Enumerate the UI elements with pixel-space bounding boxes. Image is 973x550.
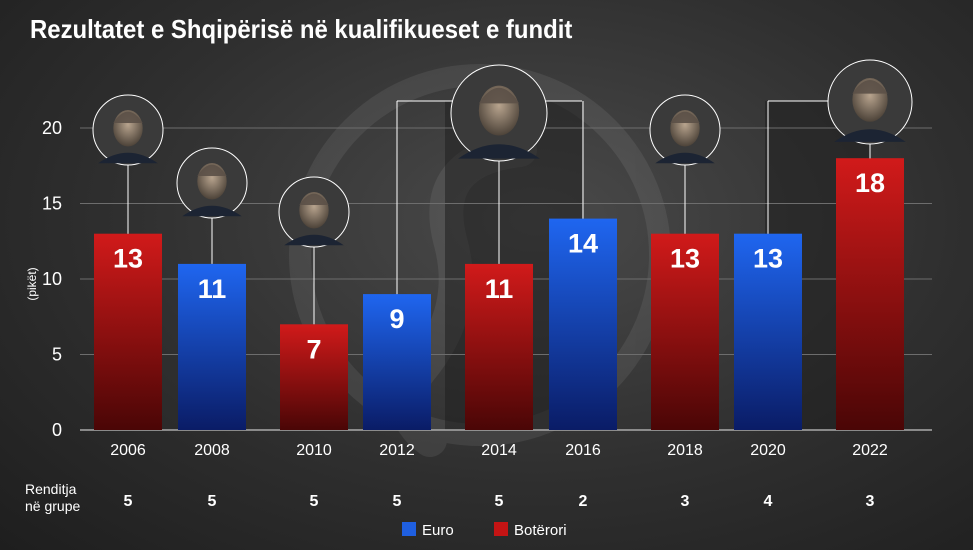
x-tick-label: 2012 [379,442,415,459]
group-rank-value: 5 [495,493,504,510]
x-tick-label: 2016 [565,442,601,459]
chart-title: Rezultatet e Shqipërisë në kualifikueset… [30,14,573,44]
coach-portrait [649,94,721,166]
group-rank-row: Renditja në grupe 5 5 5 5 5 2 3 4 3 [25,481,875,514]
bars: 13 11 7 9 11 14 13 13 18 [92,59,913,430]
value-label: 11 [198,274,227,304]
bar-2006 [94,233,162,430]
x-tick-label: 2014 [481,442,517,459]
bar-2018 [651,233,719,430]
group-rank-value: 5 [393,493,402,510]
x-tick-label: 2010 [296,442,332,459]
bar-2020 [734,233,802,430]
group-rank-value: 5 [310,493,319,510]
x-tick-label: 2022 [852,442,888,459]
legend: Euro Botërori [402,522,567,539]
legend-swatch [402,522,416,536]
bar-2008 [178,263,246,430]
group-rank-value: 5 [124,493,133,510]
bar-2012 [363,294,431,430]
x-tick-label: 2006 [110,442,146,459]
bar-2014 [465,263,533,430]
legend-item: Botërori [494,522,567,539]
y-axis-label: (pikët) [25,267,39,300]
x-tick-label: 2018 [667,442,703,459]
legend-swatch [494,522,508,536]
group-rank-value: 4 [764,493,773,510]
rank-row-title: Renditja në grupe [25,481,80,514]
coach-portrait [176,147,248,219]
bar-2010 [280,324,348,430]
group-rank-value: 2 [579,493,588,510]
y-tick-label: 15 [42,194,62,214]
legend-label: Botërori [514,522,567,539]
legend-item: Euro [402,522,454,539]
coach-portrait [450,64,548,162]
group-rank-value: 3 [866,493,875,510]
value-label: 13 [113,244,143,274]
legend-label: Euro [422,522,454,539]
group-rank-value: 5 [208,493,217,510]
x-tick-label: 2020 [750,442,786,459]
y-tick-label: 0 [52,420,62,440]
x-tick-label: 2008 [194,442,230,459]
value-label: 18 [855,168,885,198]
bar-2022 [836,158,904,430]
y-tick-label: 10 [42,269,62,289]
bar-2016 [549,218,617,430]
value-label: 13 [670,244,700,274]
coach-portrait [92,94,164,166]
value-label: 7 [306,334,321,364]
coach-portrait [278,176,350,248]
value-label: 13 [753,244,783,274]
group-rank-value: 3 [681,493,690,510]
value-label: 11 [485,274,514,304]
x-axis-labels: 2006 2008 2010 2012 2014 2016 2018 2020 2022 [110,442,888,459]
y-tick-label: 20 [42,118,62,138]
value-label: 14 [568,229,598,259]
y-tick-label: 5 [52,345,62,365]
coach-portrait [827,59,913,145]
y-axis: 0 5 10 15 20 (pikët) [25,118,62,440]
value-label: 9 [389,304,404,334]
